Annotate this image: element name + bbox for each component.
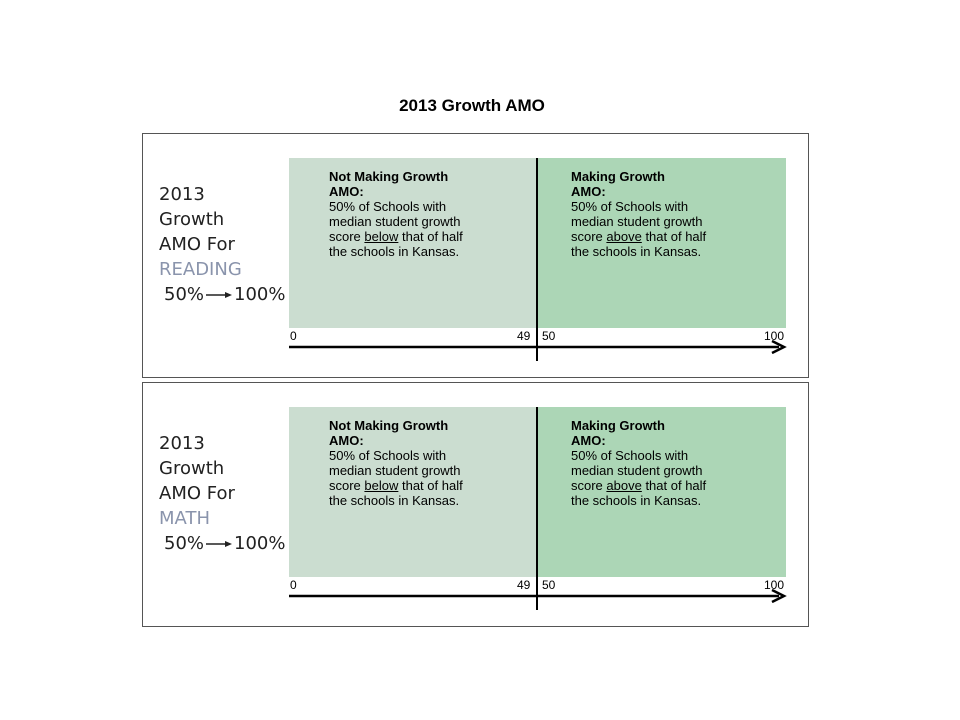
- zone-line-post: that of half: [398, 229, 463, 244]
- axis-label-50: 50: [542, 578, 556, 592]
- making-growth-zone: Making Growth AMO: 50% of Schools with m…: [538, 158, 786, 328]
- zone-line: median student growth: [329, 463, 461, 478]
- zone-line: score below that of half: [329, 229, 529, 244]
- side-subject: MATH: [159, 508, 210, 529]
- side-line-year: 2013: [159, 184, 205, 205]
- zone-heading: Making Growth: [571, 418, 665, 433]
- axis-label-50: 50: [542, 329, 556, 343]
- side-line-amo-for: AMO For: [159, 234, 235, 255]
- zone-line-pre: score: [571, 229, 607, 244]
- axis-label-49: 49: [517, 329, 531, 343]
- divider-line: [536, 158, 538, 361]
- page-title: 2013 Growth AMO: [399, 96, 545, 115]
- zone-heading: Making Growth: [571, 169, 665, 184]
- zone-line: 50% of Schools with: [571, 448, 689, 463]
- making-growth-zone: Making Growth AMO: 50% of Schools with m…: [538, 407, 786, 577]
- right-arrow-icon: [206, 291, 233, 298]
- range-from: 50%: [164, 533, 205, 554]
- zone-line: 50% of Schools with: [329, 199, 447, 214]
- axis-label-start: 0: [290, 329, 297, 343]
- zone-heading-amo: AMO:: [329, 184, 364, 199]
- reading-panel: 2013 Growth AMO For READING 50% 100% Not…: [142, 133, 809, 378]
- zone-line: median student growth: [571, 463, 703, 478]
- side-line-amo-for: AMO For: [159, 483, 235, 504]
- making-growth-text: Making Growth AMO: 50% of Schools with m…: [571, 418, 771, 508]
- zone-heading: Not Making Growth: [329, 418, 449, 433]
- not-making-growth-zone: Not Making Growth AMO: 50% of Schools wi…: [289, 407, 537, 577]
- range-to: 100%: [234, 284, 286, 305]
- axis-label-end: 100: [764, 578, 785, 592]
- zone-line: the schools in Kansas.: [571, 244, 702, 259]
- zone-heading: Not Making Growth: [329, 169, 449, 184]
- zone-line: score above that of half: [571, 229, 771, 244]
- axis-label-49: 49: [517, 578, 531, 592]
- axis-arrow-icon: [289, 340, 787, 354]
- side-subject: READING: [159, 259, 242, 280]
- zone-line: the schools in Kansas.: [571, 493, 702, 508]
- range-to: 100%: [234, 533, 286, 554]
- axis-arrow-icon: [289, 589, 787, 603]
- zone-line: score above that of half: [571, 478, 771, 493]
- reading-side-label: 2013 Growth AMO For READING 50% 100%: [159, 182, 285, 307]
- zone-line-post: that of half: [641, 478, 707, 493]
- zone-line-pre: score: [329, 478, 365, 493]
- zone-line-post: that of half: [641, 229, 707, 244]
- not-making-growth-text: Not Making Growth AMO: 50% of Schools wi…: [329, 418, 529, 508]
- right-arrow-icon: [206, 540, 233, 547]
- zone-heading-amo: AMO:: [571, 184, 606, 199]
- zone-line: the schools in Kansas.: [329, 244, 460, 259]
- zone-line: 50% of Schools with: [571, 199, 689, 214]
- zone-line-pre: score: [571, 478, 607, 493]
- zone-heading-amo: AMO:: [329, 433, 364, 448]
- zone-keyword-below: below: [364, 229, 399, 244]
- zone-keyword-above: above: [606, 478, 642, 493]
- zone-line: the schools in Kansas.: [329, 493, 460, 508]
- side-line-year: 2013: [159, 433, 205, 454]
- math-panel: 2013 Growth AMO For MATH 50% 100% Not Ma…: [142, 382, 809, 627]
- axis-label-start: 0: [290, 578, 297, 592]
- side-line-growth: Growth: [159, 209, 225, 230]
- range-from: 50%: [164, 284, 205, 305]
- zone-line: median student growth: [329, 214, 461, 229]
- zone-line: 50% of Schools with: [329, 448, 447, 463]
- side-line-growth: Growth: [159, 458, 225, 479]
- divider-line: [536, 407, 538, 610]
- axis-label-end: 100: [764, 329, 785, 343]
- zone-keyword-above: above: [606, 229, 642, 244]
- zone-heading-amo: AMO:: [571, 433, 606, 448]
- zone-keyword-below: below: [364, 478, 399, 493]
- side-range: 50% 100%: [164, 531, 285, 556]
- making-growth-text: Making Growth AMO: 50% of Schools with m…: [571, 169, 771, 259]
- side-range: 50% 100%: [164, 282, 285, 307]
- not-making-growth-text: Not Making Growth AMO: 50% of Schools wi…: [329, 169, 529, 259]
- zone-line: score below that of half: [329, 478, 529, 493]
- not-making-growth-zone: Not Making Growth AMO: 50% of Schools wi…: [289, 158, 537, 328]
- zone-line-post: that of half: [398, 478, 463, 493]
- math-side-label: 2013 Growth AMO For MATH 50% 100%: [159, 431, 285, 556]
- zone-line-pre: score: [329, 229, 365, 244]
- zone-line: median student growth: [571, 214, 703, 229]
